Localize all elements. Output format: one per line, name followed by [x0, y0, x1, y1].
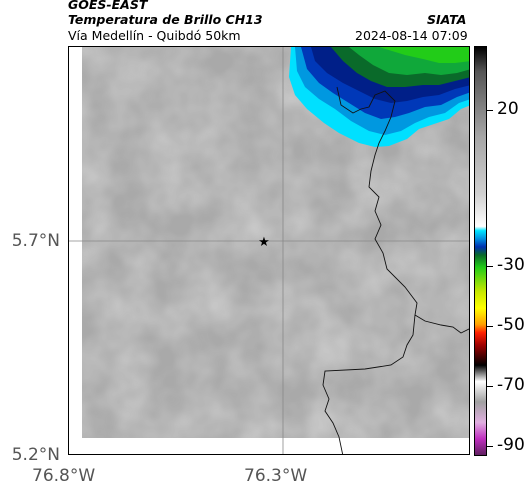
colorbar-label-minus-70: -70 — [497, 375, 525, 395]
colorbar — [474, 46, 487, 456]
colorbar-tick — [487, 266, 493, 267]
x-tick-label-76-3: 76.3°W — [244, 466, 308, 486]
colorbar-tick — [487, 326, 493, 327]
map-panel[interactable]: ★ — [68, 46, 470, 455]
colorbar-label-minus-90: -90 — [497, 435, 525, 455]
satellite-title: GOES-EAST — [68, 0, 148, 12]
colorbar-label-20: 20 — [497, 99, 519, 119]
organization-label: SIATA — [427, 12, 467, 27]
datetime-label: 2024-08-14 07:09 — [355, 28, 468, 43]
y-tick-label-5-2: 5.2°N — [11, 445, 60, 465]
y-tick-label-5-7: 5.7°N — [11, 231, 60, 251]
star-icon[interactable]: ★ — [258, 235, 270, 250]
cold-cloud-region — [289, 47, 469, 147]
region-subtitle: Vía Medellín - Quibdó 50km — [68, 28, 241, 43]
x-tick-label-76-8: 76.8°W — [32, 466, 96, 486]
product-title: Temperatura de Brillo CH13 — [68, 12, 263, 27]
colorbar-label-minus-50: -50 — [497, 315, 525, 335]
colorbar-tick — [487, 446, 493, 447]
colorbar-label-minus-30: -30 — [497, 255, 525, 275]
department-border — [336, 86, 469, 334]
department-border-south — [322, 314, 416, 454]
colorbar-tick — [487, 110, 493, 111]
colorbar-tick — [487, 386, 493, 387]
map-canvas: ★ — [69, 47, 469, 454]
